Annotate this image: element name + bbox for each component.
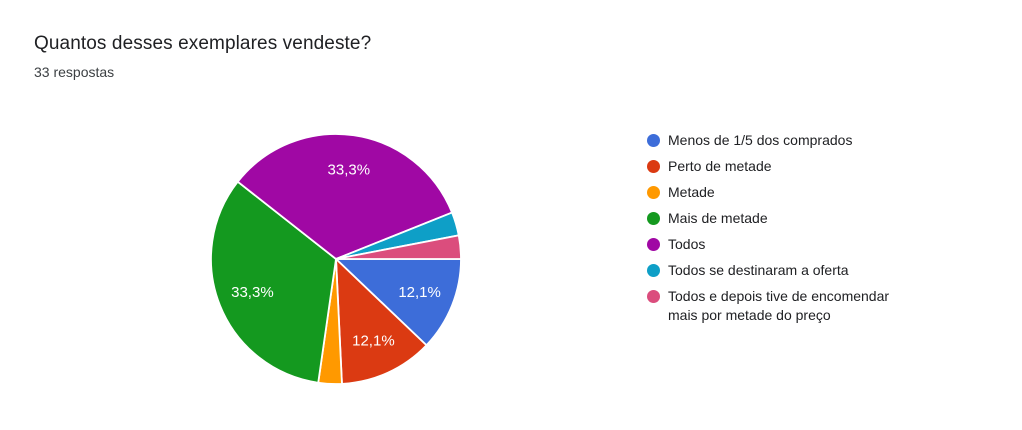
legend-color-dot	[647, 186, 660, 199]
legend-item-label: Todos se destinaram a oferta	[668, 262, 849, 278]
legend-color-dot	[647, 264, 660, 277]
legend-item-1: Menos de 1/5 dos comprados	[647, 131, 918, 150]
pie-slice-percent-label: 12,1%	[352, 332, 395, 349]
legend-item-label: Metade	[668, 184, 715, 200]
legend-item-label: Mais de metade	[668, 210, 768, 226]
pie-slice-percent-label: 33,3%	[231, 284, 274, 301]
legend-color-dot	[647, 212, 660, 225]
pie-slice-7[interactable]	[335, 234, 462, 260]
pie-chart: 12,1% 12,1% 33,3% 33,3%	[210, 133, 462, 385]
question-title: Quantos desses exemplares vendeste?	[34, 33, 372, 54]
legend-item-label: Todos e depois tive de encomendar mais p…	[668, 288, 890, 323]
legend-item-4: Mais de metade	[647, 209, 918, 228]
legend-item-5: Todos	[647, 235, 918, 254]
legend-item-6: Todos se destinaram a oferta	[647, 261, 918, 280]
chart-legend: Menos de 1/5 dos comprados Perto de metad…	[647, 131, 918, 325]
responses-count: 33 respostas	[34, 64, 115, 80]
pie-slice-5[interactable]	[236, 133, 454, 261]
legend-item-label: Todos	[668, 236, 706, 252]
pie-slice-percent-label: 33,3%	[328, 161, 371, 178]
pie-slice-4[interactable]	[210, 180, 337, 384]
legend-item-label: Perto de metade	[668, 158, 772, 174]
pie-slice-percent-label: 12,1%	[398, 284, 441, 301]
legend-color-dot	[647, 160, 660, 173]
pie-slice-1[interactable]	[333, 258, 462, 347]
legend-color-dot	[647, 134, 660, 147]
legend-item-7: Todos e depois tive de encomendar mais p…	[647, 287, 918, 325]
legend-item-3: Metade	[647, 183, 918, 202]
pie-slice-2[interactable]	[334, 256, 428, 385]
legend-color-dot	[647, 290, 660, 303]
legend-color-dot	[647, 238, 660, 251]
legend-item-2: Perto de metade	[647, 157, 918, 176]
legend-item-label: Menos de 1/5 dos comprados	[668, 132, 853, 148]
